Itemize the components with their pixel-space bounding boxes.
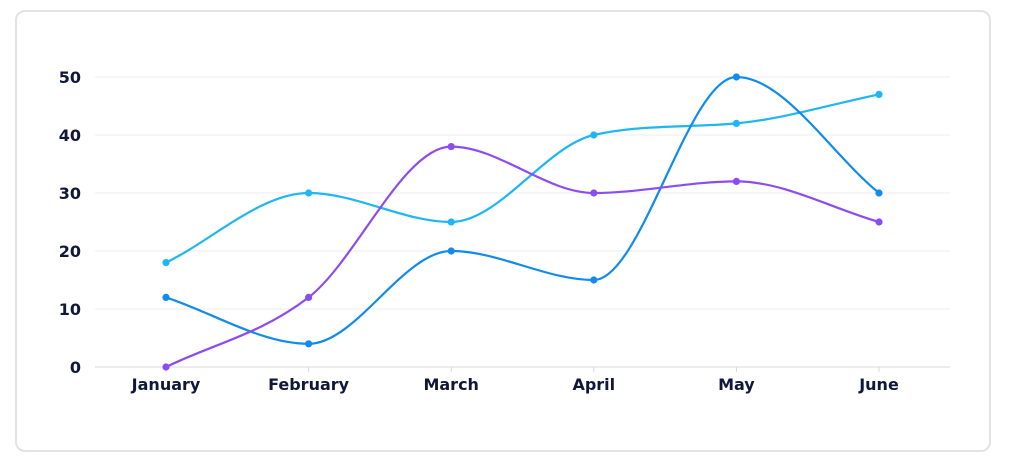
x-tick-label: June xyxy=(858,375,899,394)
chart-card xyxy=(15,10,991,452)
data-point-series-1-may[interactable] xyxy=(732,119,741,127)
data-point-series-3-may[interactable] xyxy=(732,177,741,185)
grid-layer xyxy=(95,76,950,372)
y-axis-ticks: 0 10 20 30 40 50 xyxy=(59,68,81,377)
data-point-series-2-march[interactable] xyxy=(447,247,455,255)
x-axis-ticks: January February March April May June xyxy=(131,375,899,394)
data-point-series-3-february[interactable] xyxy=(305,293,313,301)
y-tick-label: 20 xyxy=(59,242,81,261)
x-tick-label: February xyxy=(268,375,350,394)
data-point-series-2-april[interactable] xyxy=(590,276,598,284)
series-line-3 xyxy=(164,145,881,369)
y-tick-label: 10 xyxy=(59,300,81,319)
y-tick-label: 50 xyxy=(59,68,81,87)
data-point-series-1-march[interactable] xyxy=(447,218,455,226)
data-point-series-3-april[interactable] xyxy=(590,189,598,197)
data-point-series-2-may[interactable] xyxy=(732,73,741,81)
data-point-series-2-june[interactable] xyxy=(875,189,883,197)
series-line-2 xyxy=(164,75,881,345)
y-tick-label: 0 xyxy=(70,358,81,377)
data-point-series-3-january[interactable] xyxy=(162,363,170,371)
y-tick-label: 40 xyxy=(59,126,81,145)
x-tick-label: May xyxy=(718,375,755,394)
series-layer xyxy=(164,75,881,369)
y-tick-label: 30 xyxy=(59,184,81,203)
data-point-series-3-march[interactable] xyxy=(447,143,455,151)
x-tick-label: March xyxy=(423,375,478,394)
point-layer xyxy=(162,73,883,371)
data-point-series-3-june[interactable] xyxy=(875,218,883,226)
data-point-series-2-february[interactable] xyxy=(305,340,313,348)
data-point-series-1-april[interactable] xyxy=(590,131,598,139)
data-point-series-1-february[interactable] xyxy=(305,189,313,197)
data-point-series-1-january[interactable] xyxy=(162,259,170,267)
data-point-series-2-january[interactable] xyxy=(162,293,170,301)
data-point-series-1-june[interactable] xyxy=(875,90,883,98)
series-line-1 xyxy=(164,93,881,264)
x-tick-label: January xyxy=(131,375,201,394)
x-tick-label: April xyxy=(572,375,615,394)
